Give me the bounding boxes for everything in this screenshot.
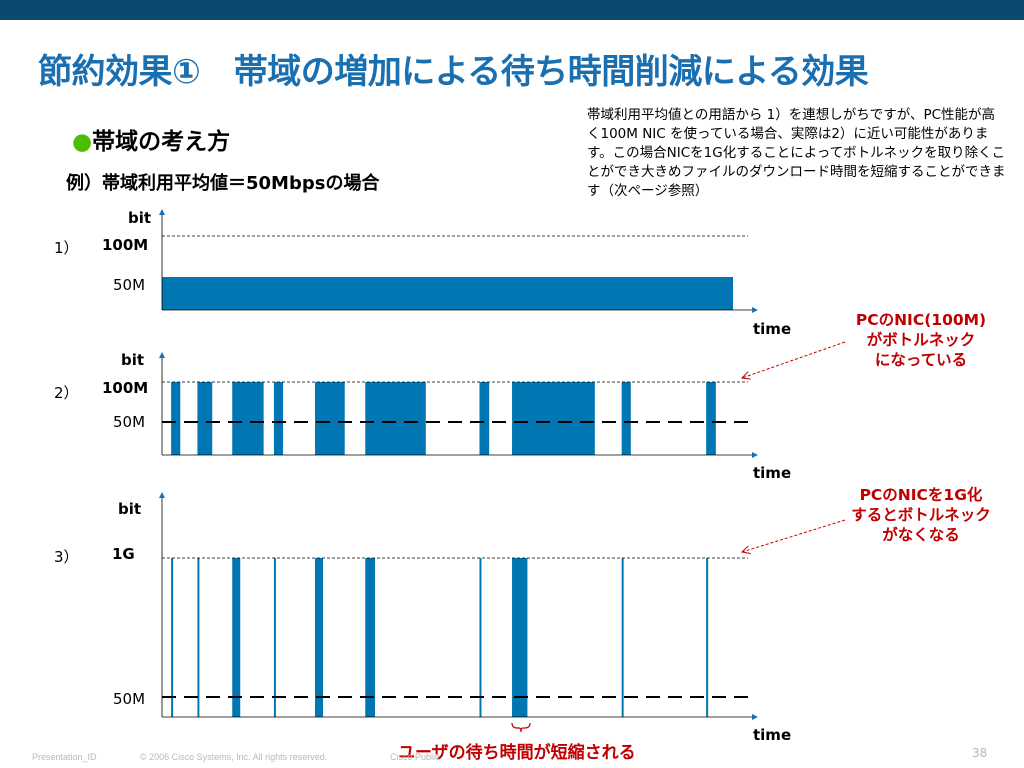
chart-3-x-arrow-icon (752, 714, 758, 720)
callout-line: がなくなる (882, 526, 960, 544)
chart-3-bar (315, 558, 324, 717)
chart-3-bar (273, 558, 276, 717)
chart-2-bar (706, 382, 716, 455)
callout-1-arrow (742, 341, 846, 378)
example-caption: 例）帯域利用平均値＝50Mbpsの場合 (66, 173, 380, 194)
chart-3-bar (171, 558, 174, 717)
chart-2-bar (232, 382, 264, 455)
chart-2-bar (171, 382, 181, 455)
chart-3-bar (706, 558, 709, 717)
chart-3-bar (232, 558, 241, 717)
callout-line: になっている (874, 351, 968, 369)
footer-copyright: © 2006 Cisco Systems, Inc. All rights re… (140, 752, 328, 762)
chart-2-bar (197, 382, 213, 455)
top-banner (0, 0, 1024, 20)
bullet-heading: ●帯域の考え方 (72, 122, 230, 156)
chart-3-bar (512, 558, 528, 717)
explanation-note: 帯域利用平均値との用語から 1）を連想しがちですが、PC性能が高く100M NI… (587, 107, 1006, 199)
chart-3-y-arrow-icon (159, 492, 165, 498)
chart-2-y-arrow-icon (159, 352, 165, 358)
bullet-dot-icon: ● (72, 129, 93, 155)
chart-1-label: 1） (54, 239, 79, 257)
footer-public: Cisco Public (390, 752, 440, 762)
chart-marks (159, 209, 758, 720)
chart-1-x-arrow-icon (752, 307, 758, 313)
chart-1-ylabel: bit (128, 209, 152, 227)
chart-2-ylabel: bit (121, 351, 145, 369)
chart-1-xlabel: time (753, 320, 792, 338)
chart-2-bar (621, 382, 631, 455)
callout-2-arrow (742, 519, 846, 552)
chart-3-cap-label: 1G (112, 545, 135, 563)
chart-1-y-arrow-icon (159, 209, 165, 215)
chart-3-bar (479, 558, 482, 717)
chart-2-avg-label: 50M (113, 413, 146, 431)
chart-2-cap-label: 100M (102, 379, 149, 397)
chart-2-bar (273, 382, 284, 455)
bullet-text: 帯域の考え方 (92, 129, 231, 155)
callout-nic-bottleneck: PCのNIC(100M) がボトルネック になっている (836, 310, 1006, 370)
chart-3-label: 3） (54, 548, 79, 566)
chart-2-bar (479, 382, 490, 455)
chart-2-bar (315, 382, 345, 455)
callout-line: PCのNICを1G化 (859, 486, 983, 504)
page-number: 38 (972, 746, 988, 760)
chart-2-bar (365, 382, 426, 455)
slide-title: 節約効果① 帯域の増加による待ち時間削減による効果 (38, 52, 869, 92)
footer-presentation-id: Presentation_ID (32, 752, 97, 762)
chart-3-bar (621, 558, 624, 717)
chart-3-avg-label: 50M (113, 690, 146, 708)
callout-nic-upgrade: PCのNICを1G化 するとボトルネック がなくなる (836, 485, 1006, 545)
chart-1-cap-label: 100M (102, 236, 149, 254)
callout-line: PCのNIC(100M) (855, 311, 987, 329)
chart-3-xlabel: time (753, 726, 792, 744)
chart-2-x-arrow-icon (752, 452, 758, 458)
callout-line: するとボトルネック (851, 506, 991, 524)
wait-time-label: ユーザの待ち時間が短縮される (398, 743, 636, 763)
chart-3-ylabel: bit (118, 500, 142, 518)
chart-1-avg-label: 50M (113, 276, 146, 294)
chart-3-bar (365, 558, 375, 717)
callout-line: がボトルネック (866, 331, 976, 349)
chart-2-bar (512, 382, 595, 455)
chart-1-bar (162, 277, 733, 310)
wait-brace-icon (511, 722, 531, 733)
chart-2-label: 2） (54, 384, 79, 402)
chart-3-bar (197, 558, 200, 717)
chart-2-xlabel: time (753, 464, 792, 482)
